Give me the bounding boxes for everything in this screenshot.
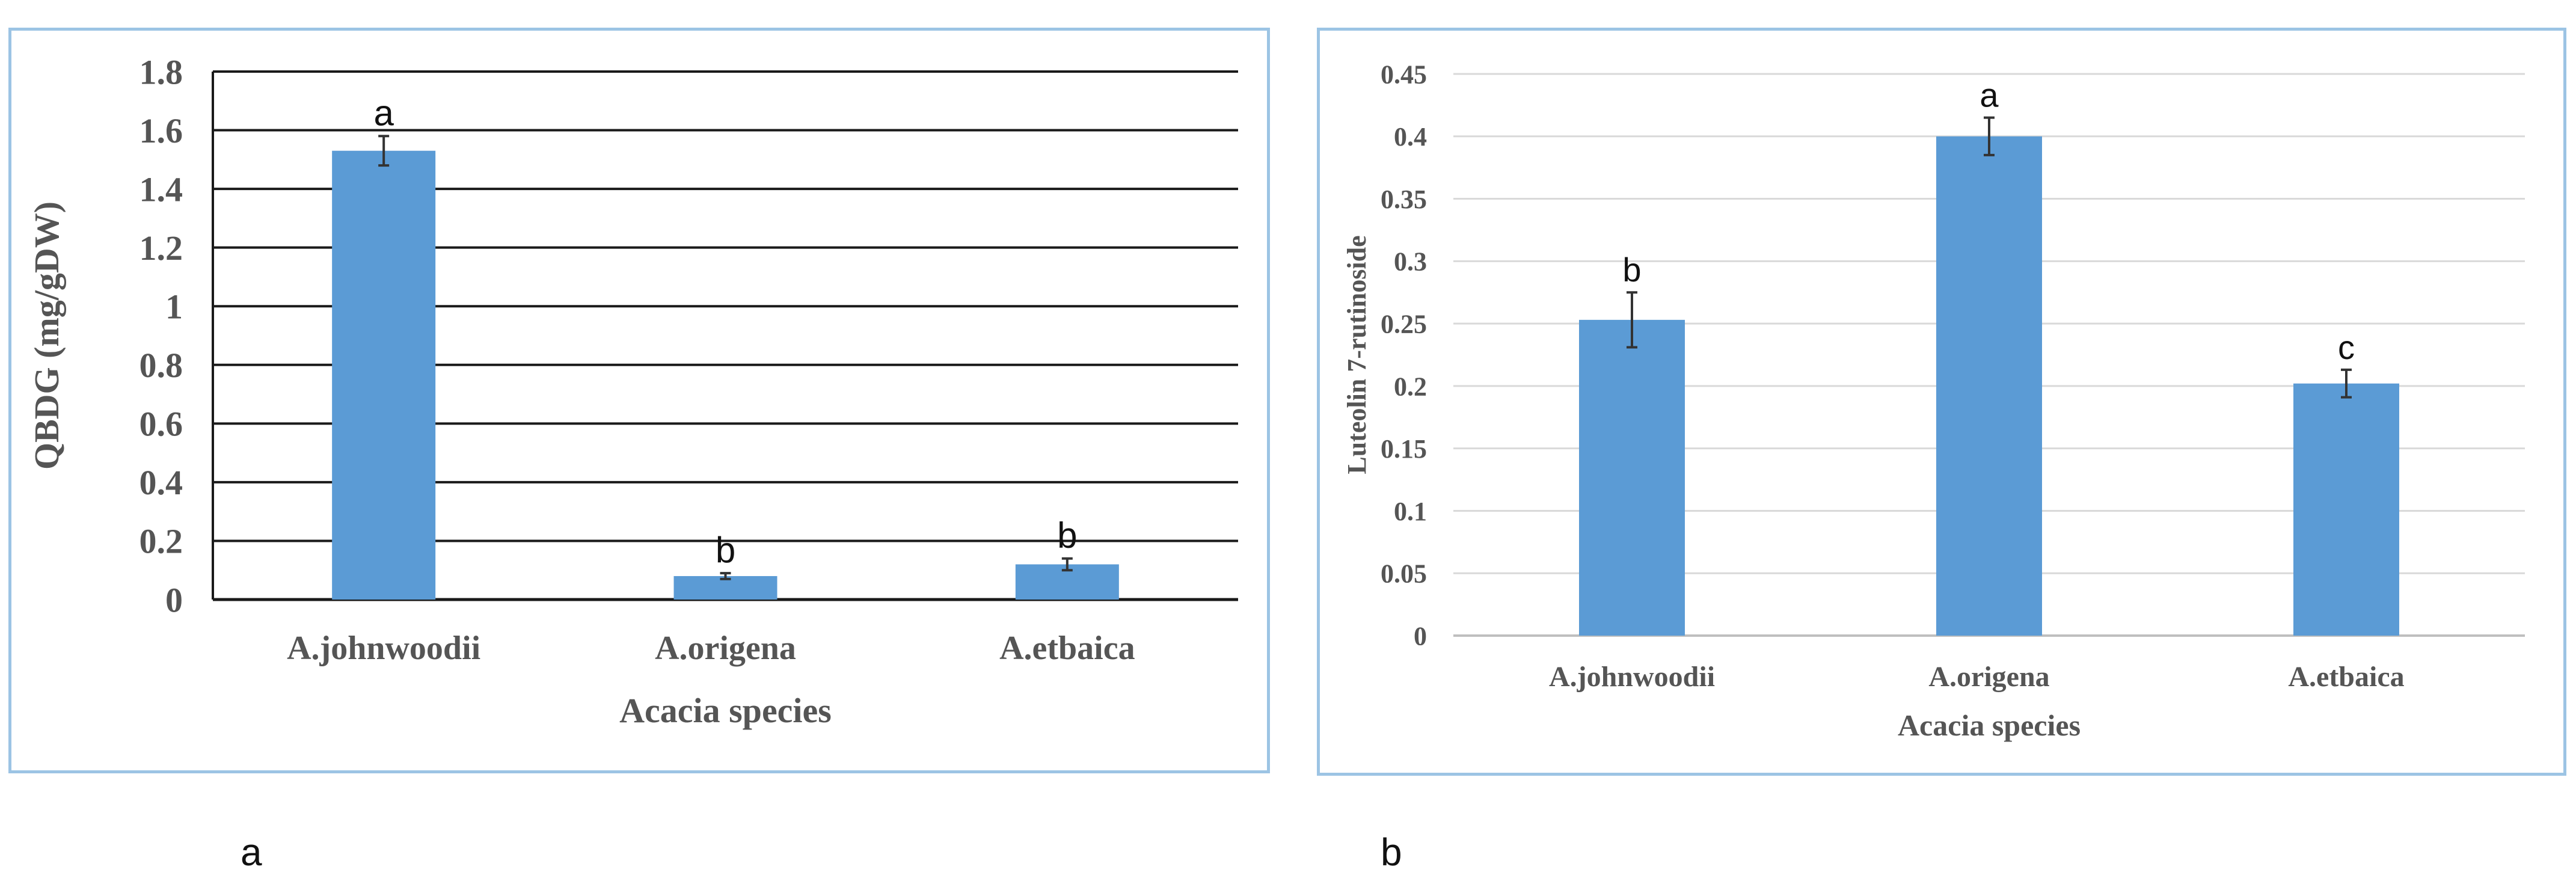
y-tick-label: 0.15 (1381, 434, 1427, 464)
y-tick-label: 0.6 (140, 405, 183, 444)
y-tick-label: 1.8 (140, 52, 183, 91)
y-tick-label: 0.2 (140, 522, 183, 561)
panel-label-b: b (1381, 830, 1402, 874)
chart-a-svg: 0 0.2 0.4 0.6 0.8 1 1.2 1.4 1.6 1.8 a A.johnwoodii b… (27, 52, 1238, 730)
x-category-label: A.etbaica (999, 630, 1135, 667)
y-tick-label: 1.2 (140, 229, 183, 268)
significance-letter: b (1057, 515, 1077, 556)
y-tick-label: 0.25 (1381, 310, 1427, 339)
y-tick-label: 0.05 (1381, 559, 1427, 589)
chart-b-svg: 0 0.05 0.1 0.15 0.2 0.25 0.3 0.35 0.4 0.45 b A.john… (1342, 60, 2525, 742)
x-category-label: A.etbaica (2288, 661, 2404, 693)
y-tick-label: 0.45 (1381, 60, 1427, 89)
y-axis-title: Luteolin 7-rutinoside (1342, 235, 1372, 474)
significance-letter: b (716, 530, 735, 570)
y-tick-label: 0.35 (1381, 185, 1427, 214)
bar-aetbaica (2293, 383, 2399, 636)
panel-label-a: a (241, 830, 262, 874)
x-category-label: A.johnwoodii (287, 630, 480, 667)
x-axis-title: Acacia species (619, 691, 832, 730)
bar-ajohnwoodii (1579, 319, 1685, 636)
chart-panel-a: 0 0.2 0.4 0.6 0.8 1 1.2 1.4 1.6 1.8 a A.johnwoodii b… (8, 28, 1270, 773)
x-axis-title: Acacia species (1898, 708, 2081, 742)
y-tick-label: 0.4 (140, 463, 183, 502)
y-tick-label: 1 (165, 287, 183, 327)
bar-aorigena (1936, 136, 2042, 636)
y-tick-label: 0 (1414, 621, 1427, 651)
significance-letter: c (2338, 328, 2355, 366)
x-category-label: A.johnwoodii (1549, 661, 1715, 693)
chart-panel-b: 0 0.05 0.1 0.15 0.2 0.25 0.3 0.35 0.4 0.45 b A.john… (1317, 28, 2566, 776)
y-tick-label: 0.8 (140, 346, 183, 385)
y-tick-label: 0.2 (1394, 372, 1427, 401)
bar-ajohnwoodii (332, 150, 436, 600)
significance-letter: b (1622, 251, 1641, 289)
y-tick-label: 0 (165, 580, 183, 619)
significance-letter: a (373, 93, 394, 133)
y-tick-label: 0.4 (1394, 122, 1427, 152)
significance-letter: a (1980, 76, 1999, 114)
y-tick-label: 0.1 (1394, 497, 1427, 526)
y-tick-label: 1.6 (140, 111, 183, 150)
y-tick-label: 0.3 (1394, 247, 1427, 277)
y-tick-label: 1.4 (140, 170, 183, 209)
y-axis-title: QBDG (mg/gDW) (27, 201, 66, 470)
x-category-label: A.origena (655, 630, 796, 667)
x-category-label: A.origena (1928, 661, 2049, 693)
